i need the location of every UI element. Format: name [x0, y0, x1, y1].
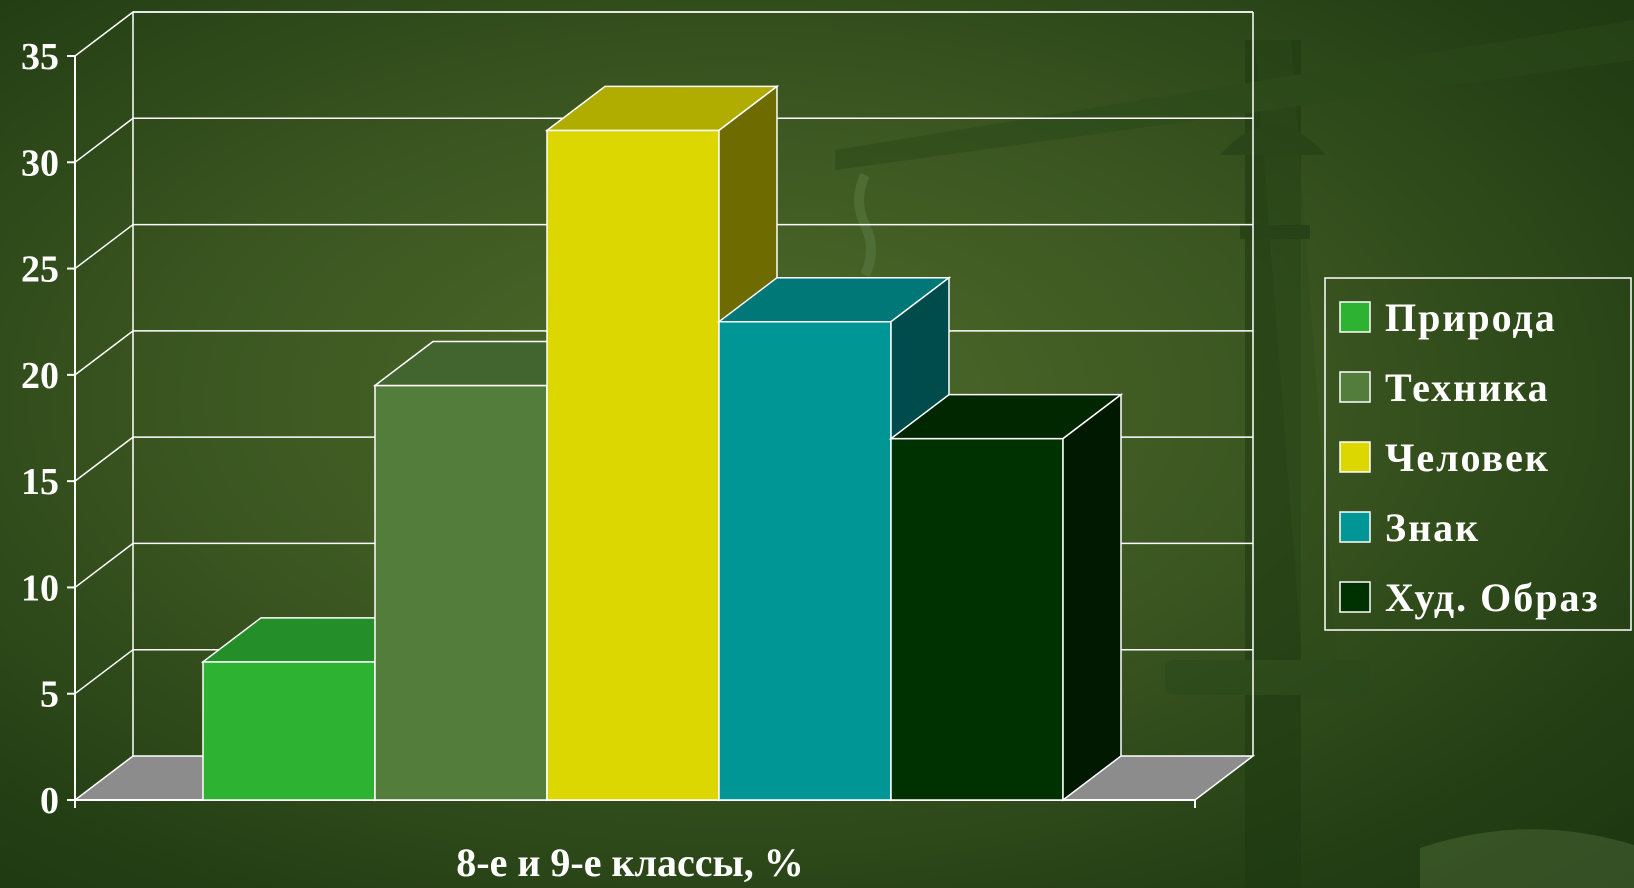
legend-label: Худ. Образ — [1385, 575, 1600, 620]
bar-front — [890, 437, 1064, 801]
scales-decoration — [835, 20, 1634, 888]
gridline — [74, 117, 1253, 163]
legend-label: Знак — [1385, 505, 1480, 550]
y-tick-label: 0 — [40, 780, 59, 822]
legend-box — [1324, 277, 1632, 631]
legend: Природа Техника Человек Знак Худ. Образ — [1324, 277, 1632, 631]
bar-front — [202, 661, 376, 801]
x-axis-label: 8-е и 9-е классы, % — [456, 840, 803, 885]
y-tick-label: 25 — [21, 249, 59, 291]
gridline — [74, 11, 1253, 57]
legend-swatch — [1339, 371, 1371, 403]
y-tick-label: 15 — [21, 461, 59, 503]
gridline — [74, 223, 1253, 270]
bars — [200, 84, 1124, 802]
legend-swatch — [1339, 441, 1371, 473]
bar-front — [374, 384, 548, 801]
legend-label: Человек — [1385, 435, 1550, 480]
bar-5 — [888, 393, 1124, 802]
bar-front — [718, 320, 892, 801]
legend-label: Природа — [1385, 295, 1557, 340]
bar-side — [1062, 393, 1122, 802]
y-tick-label: 5 — [40, 674, 59, 716]
legend-label: Техника — [1385, 365, 1550, 410]
legend-swatch — [1339, 511, 1371, 543]
legend-swatch — [1339, 301, 1371, 333]
y-tick-label: 20 — [21, 355, 59, 397]
y-axis-ticks: 0 5 10 15 20 25 30 35 — [21, 36, 75, 822]
y-tick-label: 10 — [21, 567, 59, 609]
bar-front — [546, 129, 720, 801]
y-tick-label: 35 — [21, 36, 59, 78]
y-tick-label: 30 — [21, 142, 59, 184]
legend-swatch — [1339, 581, 1371, 613]
